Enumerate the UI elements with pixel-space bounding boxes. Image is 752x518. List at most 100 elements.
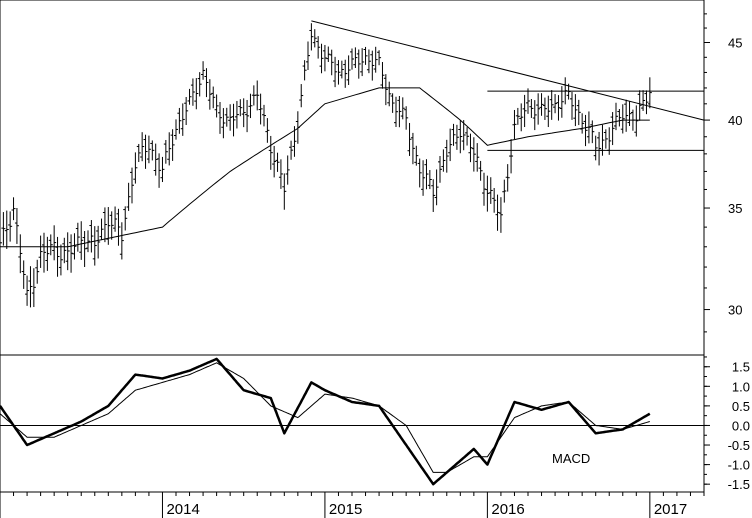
price-bar xyxy=(289,140,294,160)
price-bar xyxy=(4,210,9,249)
price-bar xyxy=(306,41,310,71)
price-bar xyxy=(383,74,388,106)
price-bar xyxy=(478,160,483,181)
price-bar xyxy=(637,90,642,121)
signal-line xyxy=(0,362,650,473)
price-bar xyxy=(218,101,222,134)
price-bar xyxy=(31,268,36,308)
price-bar xyxy=(48,234,53,256)
price-bar xyxy=(28,266,33,308)
price-bar xyxy=(11,197,16,221)
price-bar xyxy=(102,207,107,243)
price-bar xyxy=(546,95,551,128)
price-bar xyxy=(157,153,162,188)
price-bar xyxy=(167,132,172,166)
price-bar xyxy=(373,46,378,73)
price-bar xyxy=(390,93,395,113)
price-bar xyxy=(647,77,652,109)
price-bar xyxy=(424,159,429,190)
price-bar xyxy=(292,126,297,157)
price-bar xyxy=(387,81,392,107)
price-bar xyxy=(509,139,514,174)
price-bar xyxy=(79,221,84,260)
price-bar xyxy=(468,133,473,163)
price-bar xyxy=(207,79,212,110)
price-bar xyxy=(231,103,236,137)
price-bar xyxy=(96,225,101,259)
price-bar xyxy=(89,220,94,253)
price-bar xyxy=(333,56,338,88)
price-bar xyxy=(197,72,202,97)
price-bar xyxy=(343,59,348,88)
price-bar xyxy=(52,225,57,261)
price-bar xyxy=(194,78,199,110)
price-bar xyxy=(42,232,46,273)
trendline-descending-resistance xyxy=(311,20,705,121)
price-bar xyxy=(394,96,398,128)
price-bar xyxy=(451,123,456,146)
price-bar xyxy=(62,237,67,264)
price-bar xyxy=(8,211,13,242)
price-bar xyxy=(116,208,121,246)
price-bar xyxy=(228,104,233,131)
price-bar xyxy=(21,260,26,289)
price-bar xyxy=(177,107,182,134)
price-bar xyxy=(99,218,104,241)
price-bar xyxy=(454,124,459,150)
price-bar xyxy=(444,139,449,173)
price-bar xyxy=(75,222,80,252)
price-bar xyxy=(258,93,263,125)
price-bar xyxy=(380,62,385,89)
price-bar xyxy=(576,99,581,126)
price-bar xyxy=(360,48,365,77)
price-bar xyxy=(133,152,138,184)
price-bar xyxy=(377,50,382,66)
price-bar xyxy=(214,94,219,118)
macd-tick-label: 1.5 xyxy=(732,360,750,375)
price-bar xyxy=(549,90,554,120)
price-bar xyxy=(404,106,409,130)
price-bar xyxy=(255,80,260,111)
price-bar xyxy=(0,233,2,253)
price-bar xyxy=(69,234,74,273)
price-bar xyxy=(336,60,341,85)
price-bar xyxy=(1,212,6,246)
price-bar xyxy=(593,135,598,161)
price-bar xyxy=(620,104,625,134)
macd-panel-frame xyxy=(0,354,705,493)
price-bar xyxy=(624,99,629,132)
price-bar xyxy=(590,120,595,144)
price-bar xyxy=(532,100,537,131)
price-bar xyxy=(441,149,446,172)
price-axis: 30 35 40 45 xyxy=(704,13,742,333)
macd-panel: 1.5 1.0 0.5 0.0 -0.5 -1.0 -1.5 MACD xyxy=(0,354,750,493)
price-bar xyxy=(522,94,527,128)
price-bar xyxy=(14,208,19,244)
price-bar xyxy=(143,134,148,169)
price-bar xyxy=(265,118,270,143)
price-bar xyxy=(644,90,649,115)
price-bar xyxy=(211,86,216,109)
price-bar xyxy=(184,96,189,125)
price-tick-label: 45 xyxy=(728,36,742,51)
price-bar xyxy=(366,49,371,74)
price-bar xyxy=(353,47,358,68)
price-bar xyxy=(580,113,585,134)
price-bar xyxy=(278,159,283,189)
price-bar xyxy=(417,158,422,188)
macd-tick-label: 1.0 xyxy=(732,379,750,394)
price-bar xyxy=(92,226,97,266)
price-bar xyxy=(146,135,151,164)
price-bar xyxy=(492,187,497,213)
price-bar xyxy=(86,230,90,253)
price-bar xyxy=(634,105,639,137)
price-bar xyxy=(58,244,63,276)
price-bar xyxy=(502,179,507,203)
price-bar xyxy=(461,120,466,151)
macd-tick-label: 0.5 xyxy=(732,399,750,414)
price-bar xyxy=(603,129,608,149)
price-bar xyxy=(326,46,331,62)
price-bar xyxy=(201,61,206,80)
price-bar xyxy=(529,98,534,118)
time-axis: 2014 2015 2016 2017 xyxy=(0,491,705,518)
